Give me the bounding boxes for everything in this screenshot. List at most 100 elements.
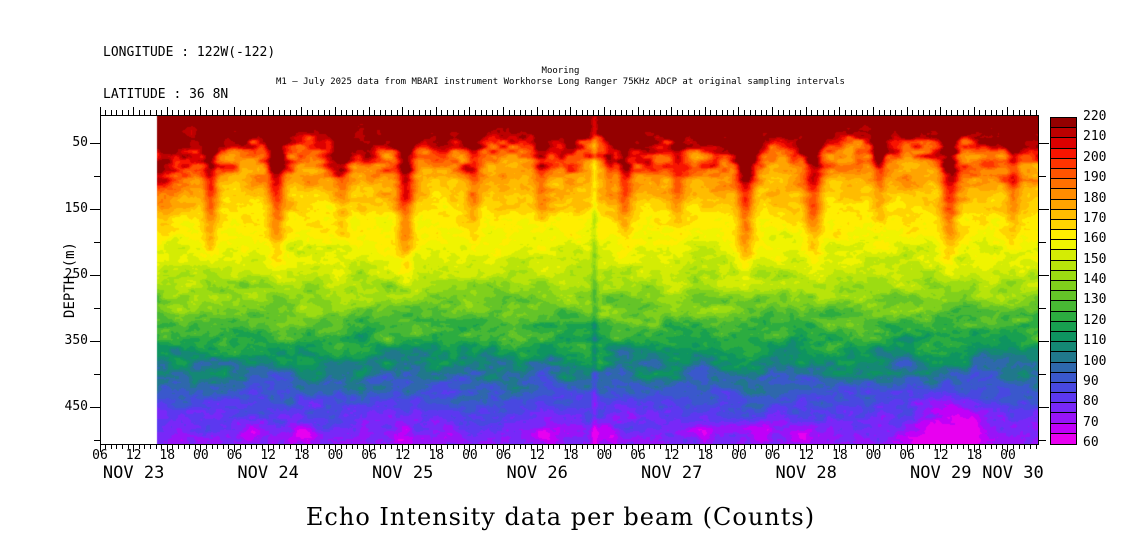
x-minor-tick (721, 444, 723, 449)
x-minor-tick (385, 444, 387, 449)
x-minor-tick (889, 110, 891, 115)
x-minor-tick (631, 444, 633, 449)
x-minor-tick (727, 110, 729, 115)
x-minor-tick (878, 444, 880, 449)
x-minor-tick (413, 110, 415, 115)
x-minor-tick (957, 444, 959, 449)
x-minor-tick (161, 444, 163, 449)
colorbar-block (1051, 362, 1076, 373)
x-minor-tick (116, 444, 118, 449)
x-minor-tick (306, 110, 308, 115)
x-minor-tick (1001, 444, 1003, 449)
x-minor-tick (889, 444, 891, 449)
x-minor-tick (189, 444, 191, 449)
y-minor-tick (94, 241, 100, 243)
y-minor-tick (1039, 439, 1046, 441)
x-major-tick (772, 107, 774, 115)
colorbar-tick-label: 60 (1083, 435, 1099, 450)
x-minor-tick (917, 110, 919, 115)
x-minor-tick (856, 110, 858, 115)
x-minor-tick (183, 444, 185, 449)
x-minor-tick (682, 444, 684, 449)
colorbar-block (1051, 209, 1076, 220)
x-minor-tick (390, 110, 392, 115)
x-minor-tick (306, 444, 308, 449)
longitude-label: LONGITUDE : 122W(-122) (103, 45, 276, 60)
x-major-tick (368, 444, 370, 452)
x-minor-tick (710, 444, 712, 449)
x-minor-tick (452, 110, 454, 115)
heatmap-canvas (101, 116, 1038, 444)
x-minor-tick (609, 444, 611, 449)
x-minor-tick (149, 110, 151, 115)
colorbar (1050, 117, 1077, 445)
x-tick-label: 18 (966, 448, 983, 463)
x-minor-tick (256, 444, 258, 449)
x-major-tick (166, 107, 168, 115)
x-minor-tick (901, 110, 902, 115)
x-minor-tick (228, 110, 230, 115)
x-minor-tick (116, 110, 118, 115)
colorbar-block (1051, 128, 1076, 139)
x-minor-tick (525, 110, 527, 115)
x-minor-tick (716, 444, 718, 449)
x-minor-tick (172, 444, 174, 449)
x-major-tick (435, 107, 437, 115)
x-minor-tick (755, 110, 757, 115)
y-major-tick (90, 340, 100, 342)
x-minor-tick (760, 444, 762, 449)
x-minor-tick (654, 444, 656, 449)
x-minor-tick (1029, 444, 1031, 449)
x-tick-label: 00 (731, 448, 747, 463)
x-tick-label: 12 (932, 448, 949, 463)
x-major-tick (704, 107, 706, 115)
x-minor-tick (312, 444, 314, 449)
x-minor-tick (676, 444, 678, 449)
x-tick-label: 06 (226, 448, 243, 463)
x-minor-tick (290, 444, 292, 449)
y-major-tick (1039, 208, 1049, 210)
x-minor-tick (351, 444, 353, 449)
colorbar-block (1051, 250, 1076, 261)
x-minor-tick (962, 110, 964, 115)
x-minor-tick (699, 444, 701, 449)
x-tick-label: 18 (159, 448, 176, 463)
x-tick-label: 00 (865, 448, 882, 463)
x-minor-tick (816, 444, 818, 449)
x-minor-tick (519, 110, 521, 115)
colorbar-block (1051, 331, 1076, 343)
colorbar-tick-label: 150 (1083, 251, 1107, 267)
x-major-tick (603, 444, 605, 452)
colorbar-tick-label: 100 (1083, 353, 1107, 369)
x-minor-tick (800, 110, 802, 115)
x-major-tick (637, 444, 639, 452)
x-minor-tick (587, 110, 589, 115)
x-major-tick (906, 107, 908, 115)
x-minor-tick (424, 444, 426, 449)
x-major-tick (267, 444, 269, 452)
x-tick-label: 18 (697, 448, 714, 463)
x-minor-tick (788, 444, 790, 449)
x-minor-tick (127, 444, 129, 449)
colorbar-tick-label: 130 (1083, 292, 1107, 308)
colorbar-block (1051, 403, 1076, 414)
y-major-tick (90, 208, 100, 210)
x-minor-tick (895, 110, 897, 115)
x-major-tick (973, 444, 975, 452)
x-day-label: NOV 24 (237, 463, 299, 483)
x-minor-tick (379, 444, 381, 449)
x-minor-tick (575, 444, 577, 449)
colorbar-block (1051, 393, 1076, 404)
x-minor-tick (929, 110, 931, 115)
x-minor-tick (1001, 110, 1003, 115)
colorbar-block (1051, 199, 1076, 210)
x-minor-tick (895, 444, 897, 449)
x-minor-tick (777, 444, 779, 449)
x-tick-label: 18 (428, 448, 445, 463)
x-tick-label: 12 (125, 448, 142, 463)
colorbar-tick-label: 70 (1083, 414, 1099, 430)
x-minor-tick (144, 110, 146, 115)
x-minor-tick (760, 110, 762, 115)
x-minor-tick (250, 110, 252, 115)
x-minor-tick (396, 444, 398, 449)
